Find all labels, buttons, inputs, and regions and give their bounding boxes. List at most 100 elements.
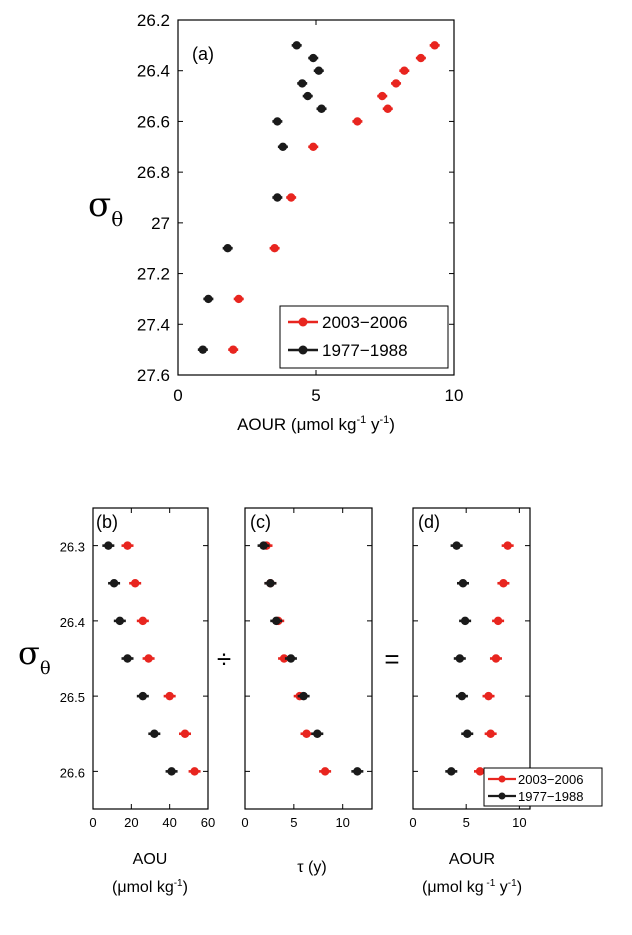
data-point (400, 66, 409, 75)
data-point (491, 654, 501, 663)
data-point (180, 729, 190, 738)
data-point (266, 579, 275, 588)
data-point (314, 66, 323, 75)
y-tick-label: 27.2 (137, 265, 170, 284)
data-point (298, 79, 307, 88)
data-point (486, 729, 495, 738)
data-point (463, 729, 472, 738)
data-point (273, 117, 282, 126)
panel-d-legend: 2003−2006 1977−1988 (483, 767, 603, 807)
data-point (309, 53, 318, 63)
data-point (273, 193, 282, 202)
data-point (416, 53, 426, 63)
data-point (353, 767, 362, 776)
legend-d-marker-black (498, 792, 506, 800)
x-tick-label: 5 (290, 815, 297, 830)
y-tick-label: 26.6 (137, 112, 170, 131)
data-point (383, 104, 392, 113)
panel-d-frame (412, 507, 531, 810)
data-point (138, 691, 148, 701)
data-point (190, 767, 199, 776)
data-point (292, 41, 301, 50)
data-point (272, 616, 281, 626)
legend-d-entry-1: 2003−2006 (518, 772, 583, 787)
panel-b-xlabel: AOU (133, 851, 168, 868)
data-point (204, 294, 213, 304)
panel-a-ylabel: σθ (88, 185, 123, 231)
y-tick-label: 26.4 (60, 615, 85, 630)
data-point (460, 616, 470, 626)
panel-d-label: (d) (418, 512, 440, 532)
data-point (278, 142, 288, 151)
y-tick-label: 27.4 (137, 315, 170, 334)
x-tick-label: 40 (162, 815, 176, 830)
data-point (299, 691, 308, 701)
data-point (286, 193, 296, 202)
data-point (259, 541, 268, 550)
y-tick-label: 26.2 (137, 11, 170, 30)
legend-a-entry-2: 1977−1988 (322, 341, 408, 360)
panel-a-legend: 2003−2006 1977−1988 (279, 305, 449, 369)
data-point (391, 79, 401, 88)
data-point (484, 691, 493, 701)
data-point (279, 654, 289, 663)
data-point (457, 691, 467, 701)
y-tick-label: 27.6 (137, 366, 170, 385)
panel-c: 0 5 10 (c) τ (y) (241, 507, 373, 876)
panel-d-xlabel-units: (μmol kg -1 y-1) (422, 878, 522, 896)
data-point (458, 579, 468, 588)
data-point (313, 729, 322, 738)
panel-a-label: (a) (192, 44, 214, 64)
x-tick-label: 5 (311, 386, 320, 405)
x-tick-label: 0 (241, 815, 248, 830)
data-point (499, 579, 508, 588)
x-tick-label: 10 (445, 386, 464, 405)
panel-c-label: (c) (250, 512, 271, 532)
equals-operator: = (384, 644, 399, 674)
data-point (317, 104, 326, 113)
x-tick-label: 10 (512, 815, 526, 830)
data-point (123, 654, 132, 663)
legend-d-marker-red (498, 775, 506, 783)
y-tick-label: 26.6 (60, 765, 85, 780)
y-tick-label: 26.5 (60, 690, 85, 705)
data-point (378, 91, 387, 101)
panel-a-xlabel: AOUR (μmol kg-1 y-1) (237, 414, 395, 434)
panel-b-frame (92, 507, 209, 810)
panel-b-label: (b) (96, 512, 118, 532)
panel-c-xlabel: τ (y) (297, 859, 326, 876)
data-point (452, 541, 461, 550)
data-point (123, 541, 132, 550)
y-tick-label: 26.4 (137, 62, 170, 81)
x-tick-label: 0 (173, 386, 182, 405)
data-point (234, 294, 243, 304)
data-point (286, 654, 296, 663)
data-point (303, 91, 312, 101)
data-point (223, 244, 232, 253)
data-point (309, 142, 318, 151)
data-point (302, 729, 311, 738)
panel-d: 0 5 10 (d) AOUR (μmol kg -1 y-1) 2003−2006… (409, 507, 603, 896)
x-tick-label: 10 (335, 815, 349, 830)
data-point (104, 541, 113, 550)
y-tick-label: 27 (151, 214, 170, 233)
data-point (138, 616, 148, 626)
legend-a-marker-red (298, 317, 308, 327)
data-point (353, 117, 362, 126)
data-point (320, 767, 330, 776)
data-point (167, 767, 176, 776)
panel-b: 26.3 26.4 26.5 26.6 0 20 40 60 (b) σθ AOU (μmo… (18, 507, 215, 896)
x-tick-label: 5 (463, 815, 470, 830)
x-tick-label: 20 (124, 815, 138, 830)
data-point (270, 244, 279, 253)
data-point (455, 654, 464, 663)
divide-operator: ÷ (217, 644, 231, 674)
panel-c-frame (244, 507, 373, 810)
data-point (447, 767, 456, 776)
data-point (475, 767, 485, 776)
panel-b-xlabel-units: (μmol kg-1) (112, 878, 188, 896)
data-point (503, 541, 512, 550)
data-point (144, 654, 153, 663)
